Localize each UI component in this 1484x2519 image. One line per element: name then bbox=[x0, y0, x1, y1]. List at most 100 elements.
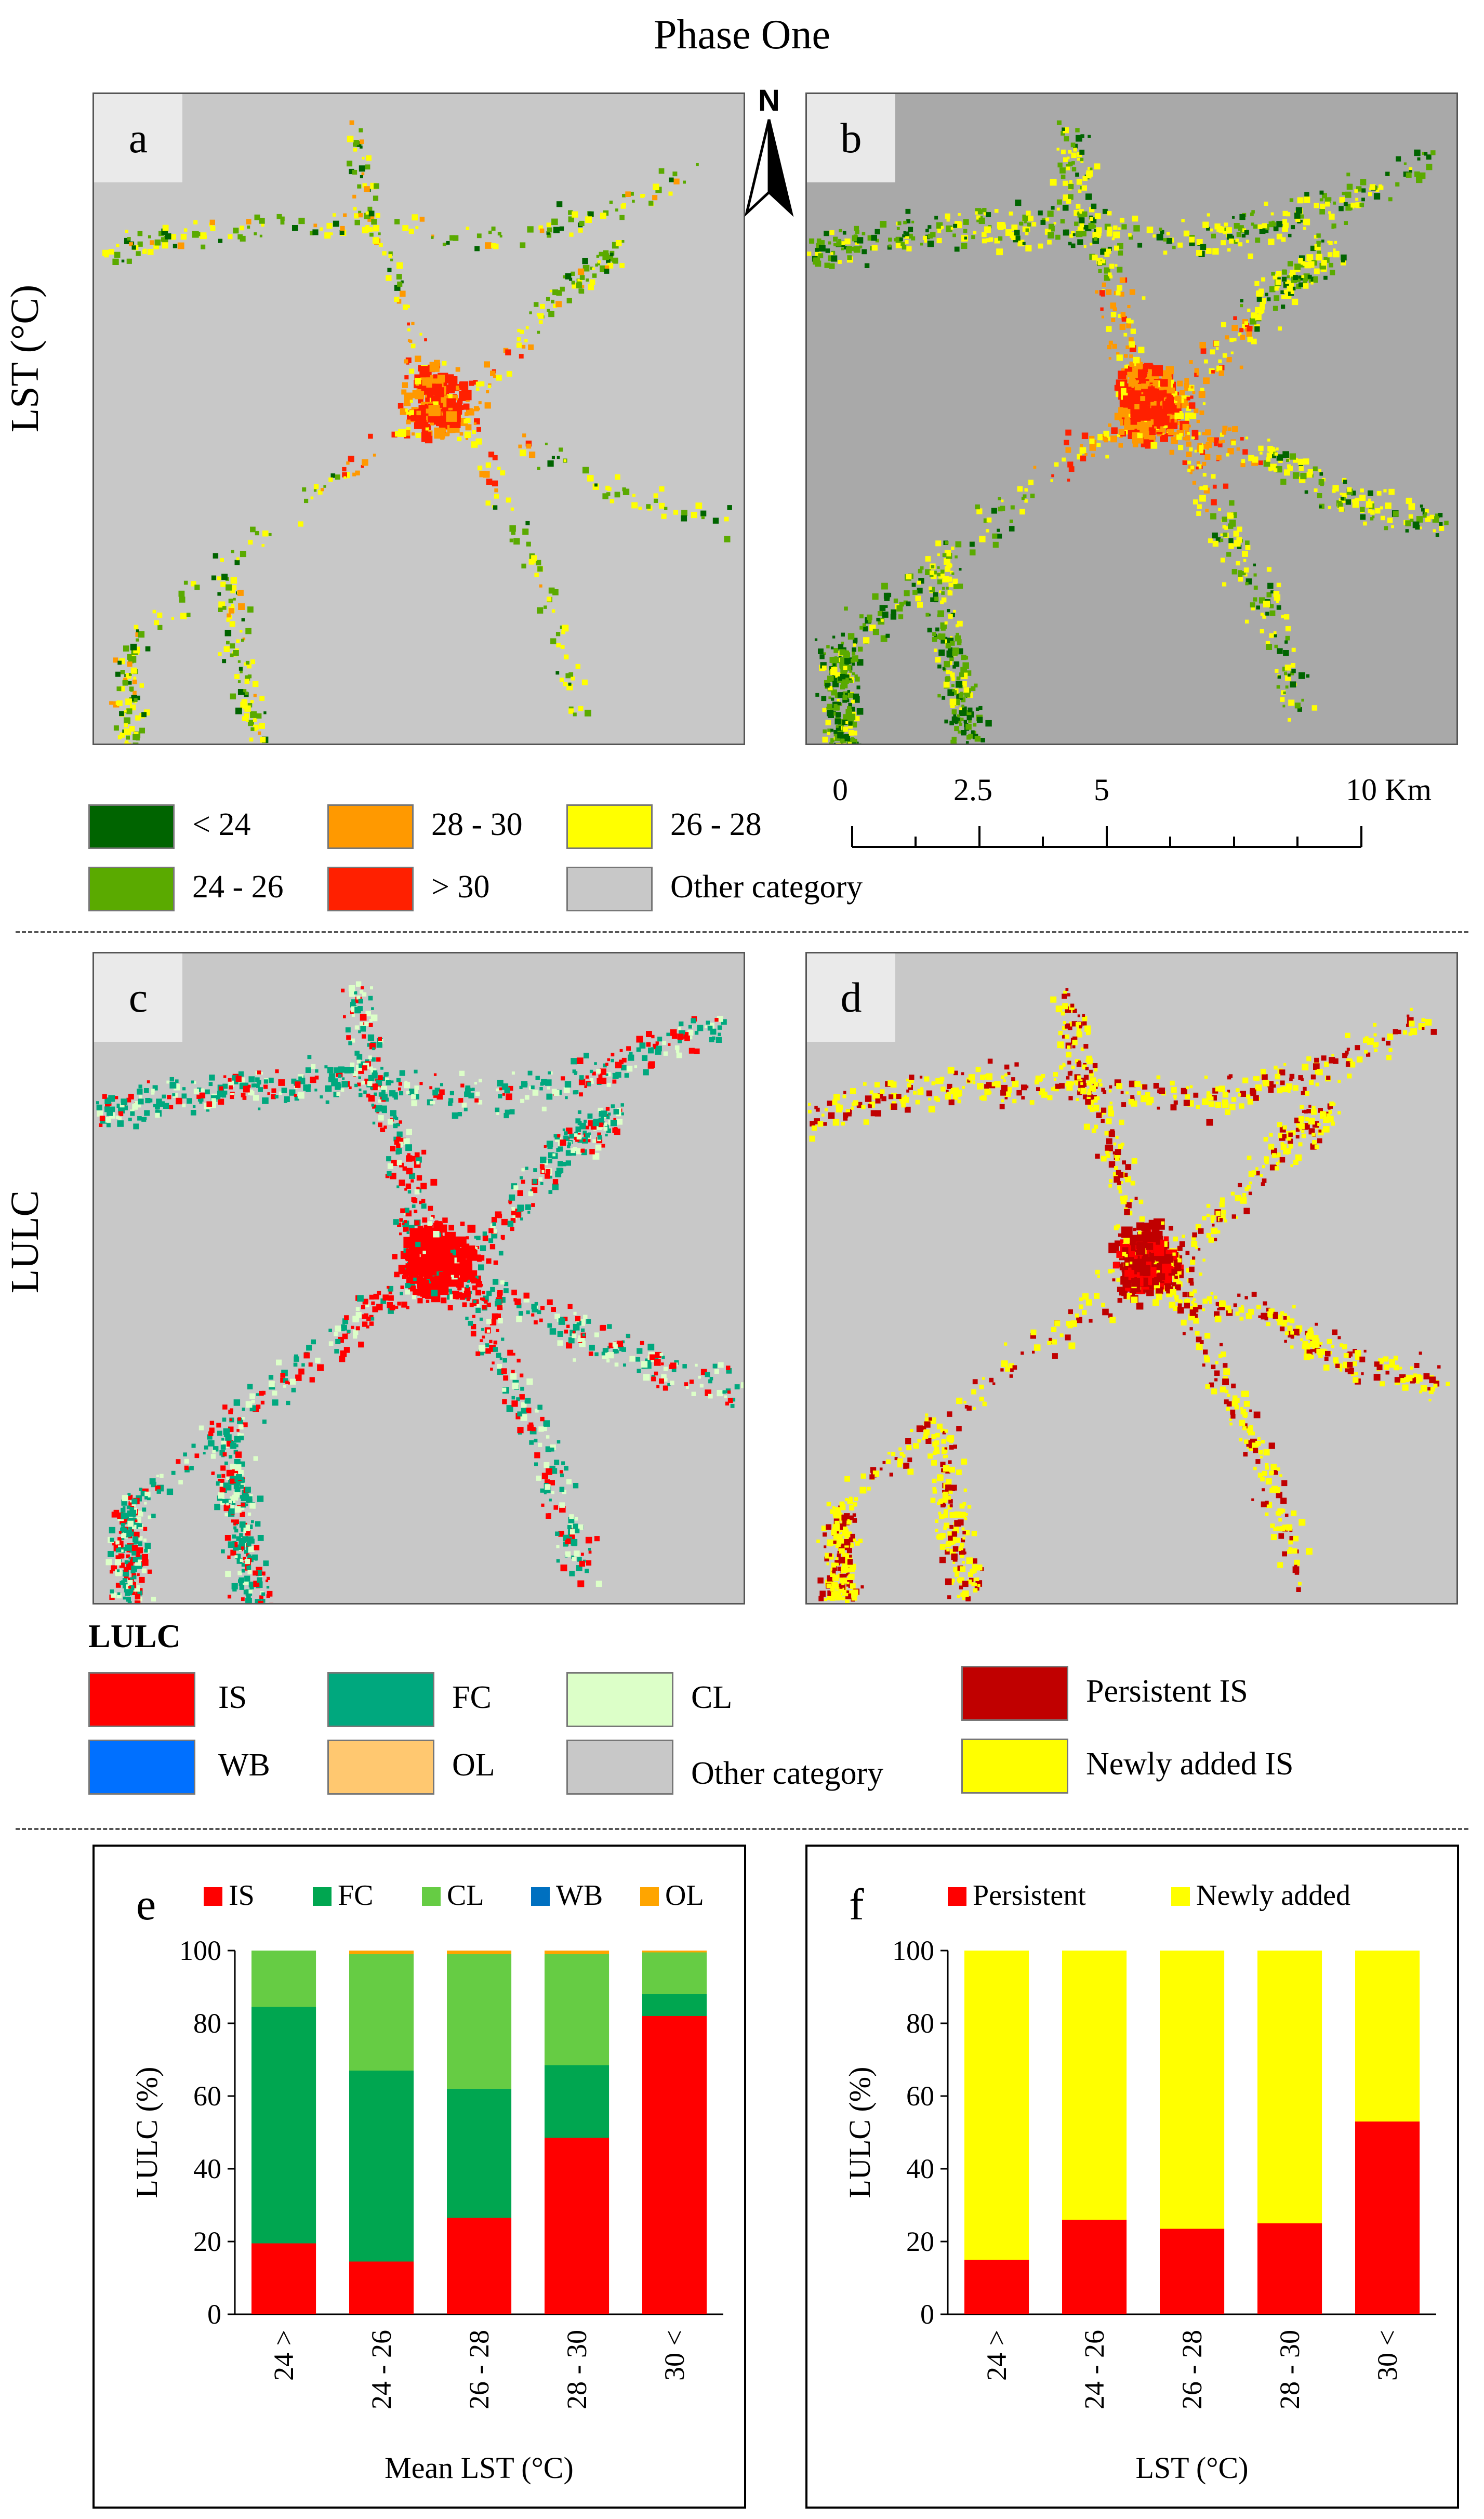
bar-cl-4 bbox=[642, 1952, 707, 1994]
chart-f-svg: f Persistent Newly added 0 20 40 60 80 100 24 > 24… bbox=[843, 1879, 1436, 2485]
map-panel-a: a bbox=[92, 92, 745, 745]
legend-swatch-24-26 bbox=[88, 867, 175, 911]
legend-swatch-wb bbox=[88, 1740, 195, 1795]
bar-persistent-0 bbox=[964, 2260, 1029, 2314]
x-tick-label: 26 - 28 bbox=[463, 2330, 495, 2409]
legend-label-fc: FC bbox=[452, 1680, 492, 1715]
x-tick-label: 24 - 26 bbox=[1079, 2330, 1110, 2409]
legend-marker-fc bbox=[313, 1887, 332, 1906]
legend-label-newly: Newly added IS bbox=[1086, 1746, 1294, 1782]
map-panel-c: c bbox=[92, 952, 745, 1605]
north-arrow-icon bbox=[744, 119, 794, 217]
lulc-map-c bbox=[94, 953, 744, 1603]
x-axis-title: Mean LST (°C) bbox=[385, 2451, 574, 2485]
scale-label-5: 5 bbox=[1094, 773, 1109, 807]
legend-label-cl: CL bbox=[691, 1680, 733, 1715]
legend-label-24-26: 24 - 26 bbox=[192, 869, 284, 905]
map-panel-b: b bbox=[805, 92, 1458, 745]
y-tick-label: 80 bbox=[193, 2008, 221, 2039]
north-label: N bbox=[758, 84, 780, 117]
legend-label-other: Other category bbox=[670, 869, 863, 905]
legend-text-is: IS bbox=[229, 1879, 255, 1912]
lulc-legend-title: LULC bbox=[88, 1618, 181, 1654]
legend-label-gt30: > 30 bbox=[431, 869, 490, 905]
divider-2 bbox=[16, 1828, 1468, 1830]
bar-persistent-4 bbox=[1355, 2122, 1420, 2314]
bar-is-3 bbox=[545, 2138, 610, 2314]
legend-swatch-other bbox=[566, 867, 653, 911]
bar-fc-3 bbox=[545, 2065, 610, 2138]
bar-is-1 bbox=[349, 2261, 414, 2314]
bar-newly-added-0 bbox=[964, 1951, 1029, 2260]
bar-cl-0 bbox=[251, 1951, 316, 2007]
legend-swatch-26-28 bbox=[566, 804, 653, 849]
scale-bar: 0 2.5 5 10 Km bbox=[832, 764, 1434, 857]
panel-label-c: c bbox=[94, 953, 182, 1042]
legend-swatch-28-30 bbox=[327, 804, 414, 849]
figure-title: Phase One bbox=[654, 12, 830, 58]
bar-newly-added-3 bbox=[1257, 1951, 1322, 2223]
chart-panel-label: f bbox=[849, 1879, 864, 1929]
x-tick-label: 28 - 30 bbox=[1274, 2330, 1305, 2409]
y-axis-title: LULC (%) bbox=[843, 2067, 877, 2198]
scale-bar-ruler bbox=[851, 826, 1362, 848]
divider-1 bbox=[16, 931, 1468, 933]
legend-label-lt24: < 24 bbox=[192, 807, 251, 842]
panel-label-a: a bbox=[94, 94, 182, 182]
chart-e-svg: e IS FC CL WB OL 0 20 40 60 80 100 24 > 24 - 26 26 - 2… bbox=[130, 1879, 723, 2485]
x-tick-label: 24 > bbox=[981, 2330, 1012, 2381]
bar-persistent-2 bbox=[1160, 2229, 1225, 2314]
legend-label-persistent: Persistent IS bbox=[1086, 1674, 1248, 1709]
bar-newly-added-1 bbox=[1062, 1951, 1127, 2220]
bar-persistent-3 bbox=[1257, 2223, 1322, 2314]
bar-newly-added-4 bbox=[1355, 1951, 1420, 2122]
bar-fc-0 bbox=[251, 2007, 316, 2244]
legend-marker-cl bbox=[422, 1887, 441, 1906]
bar-is-2 bbox=[447, 2218, 512, 2314]
bar-ol-3 bbox=[545, 1951, 610, 1954]
row-label-lst: LST (°C) bbox=[3, 284, 47, 433]
north-arrow: N bbox=[740, 83, 798, 218]
y-tick-label: 0 bbox=[207, 2299, 221, 2330]
bar-ol-1 bbox=[349, 1951, 414, 1954]
bar-ol-2 bbox=[447, 1951, 512, 1954]
legend-label-ol: OL bbox=[452, 1747, 495, 1783]
y-tick-label: 60 bbox=[906, 2080, 934, 2112]
bar-cl-1 bbox=[349, 1954, 414, 2071]
y-tick-label: 100 bbox=[179, 1935, 221, 1966]
scale-label-0: 0 bbox=[832, 773, 848, 807]
y-axis-title: LULC (%) bbox=[130, 2067, 164, 2198]
legend-label-26-28: 26 - 28 bbox=[670, 807, 762, 842]
legend-marker-persistent bbox=[948, 1887, 966, 1906]
legend-swatch-ol bbox=[327, 1740, 434, 1795]
legend-swatch-newly bbox=[961, 1739, 1068, 1794]
legend-swatch-lt24 bbox=[88, 804, 175, 849]
legend-swatch-fc bbox=[327, 1672, 434, 1727]
y-tick-label: 40 bbox=[906, 2153, 934, 2184]
legend-marker-wb bbox=[531, 1887, 550, 1906]
y-tick-label: 0 bbox=[920, 2299, 934, 2330]
x-tick-label: 30 < bbox=[659, 2330, 690, 2381]
legend-label-is: IS bbox=[218, 1680, 247, 1715]
legend-swatch-is bbox=[88, 1672, 195, 1727]
y-tick-label: 20 bbox=[193, 2226, 221, 2257]
x-axis-title: LST (°C) bbox=[1135, 2451, 1248, 2485]
bar-fc-1 bbox=[349, 2071, 414, 2262]
legend-swatch-persistent bbox=[961, 1666, 1068, 1721]
bar-cl-2 bbox=[447, 1954, 512, 2089]
legend-swatch-cl bbox=[566, 1672, 673, 1727]
row-label-lulc: LULC bbox=[3, 1190, 47, 1294]
legend-label-lulc-other: Other category bbox=[691, 1756, 884, 1791]
legend-marker-ol bbox=[640, 1887, 659, 1906]
y-tick-label: 40 bbox=[193, 2153, 221, 2184]
lst-map-b bbox=[807, 94, 1456, 744]
bar-is-0 bbox=[251, 2243, 316, 2314]
legend-swatch-lulc-other bbox=[566, 1740, 673, 1795]
legend-marker-newly-added bbox=[1171, 1887, 1190, 1906]
x-tick-label: 28 - 30 bbox=[561, 2330, 592, 2409]
y-tick-label: 80 bbox=[906, 2008, 934, 2039]
legend-marker-is bbox=[204, 1887, 222, 1906]
bar-fc-4 bbox=[642, 1994, 707, 2016]
legend-text-fc: FC bbox=[338, 1879, 374, 1912]
chart-panel-f: f Persistent Newly added 0 20 40 60 80 100 24 > 24… bbox=[805, 1845, 1459, 2509]
